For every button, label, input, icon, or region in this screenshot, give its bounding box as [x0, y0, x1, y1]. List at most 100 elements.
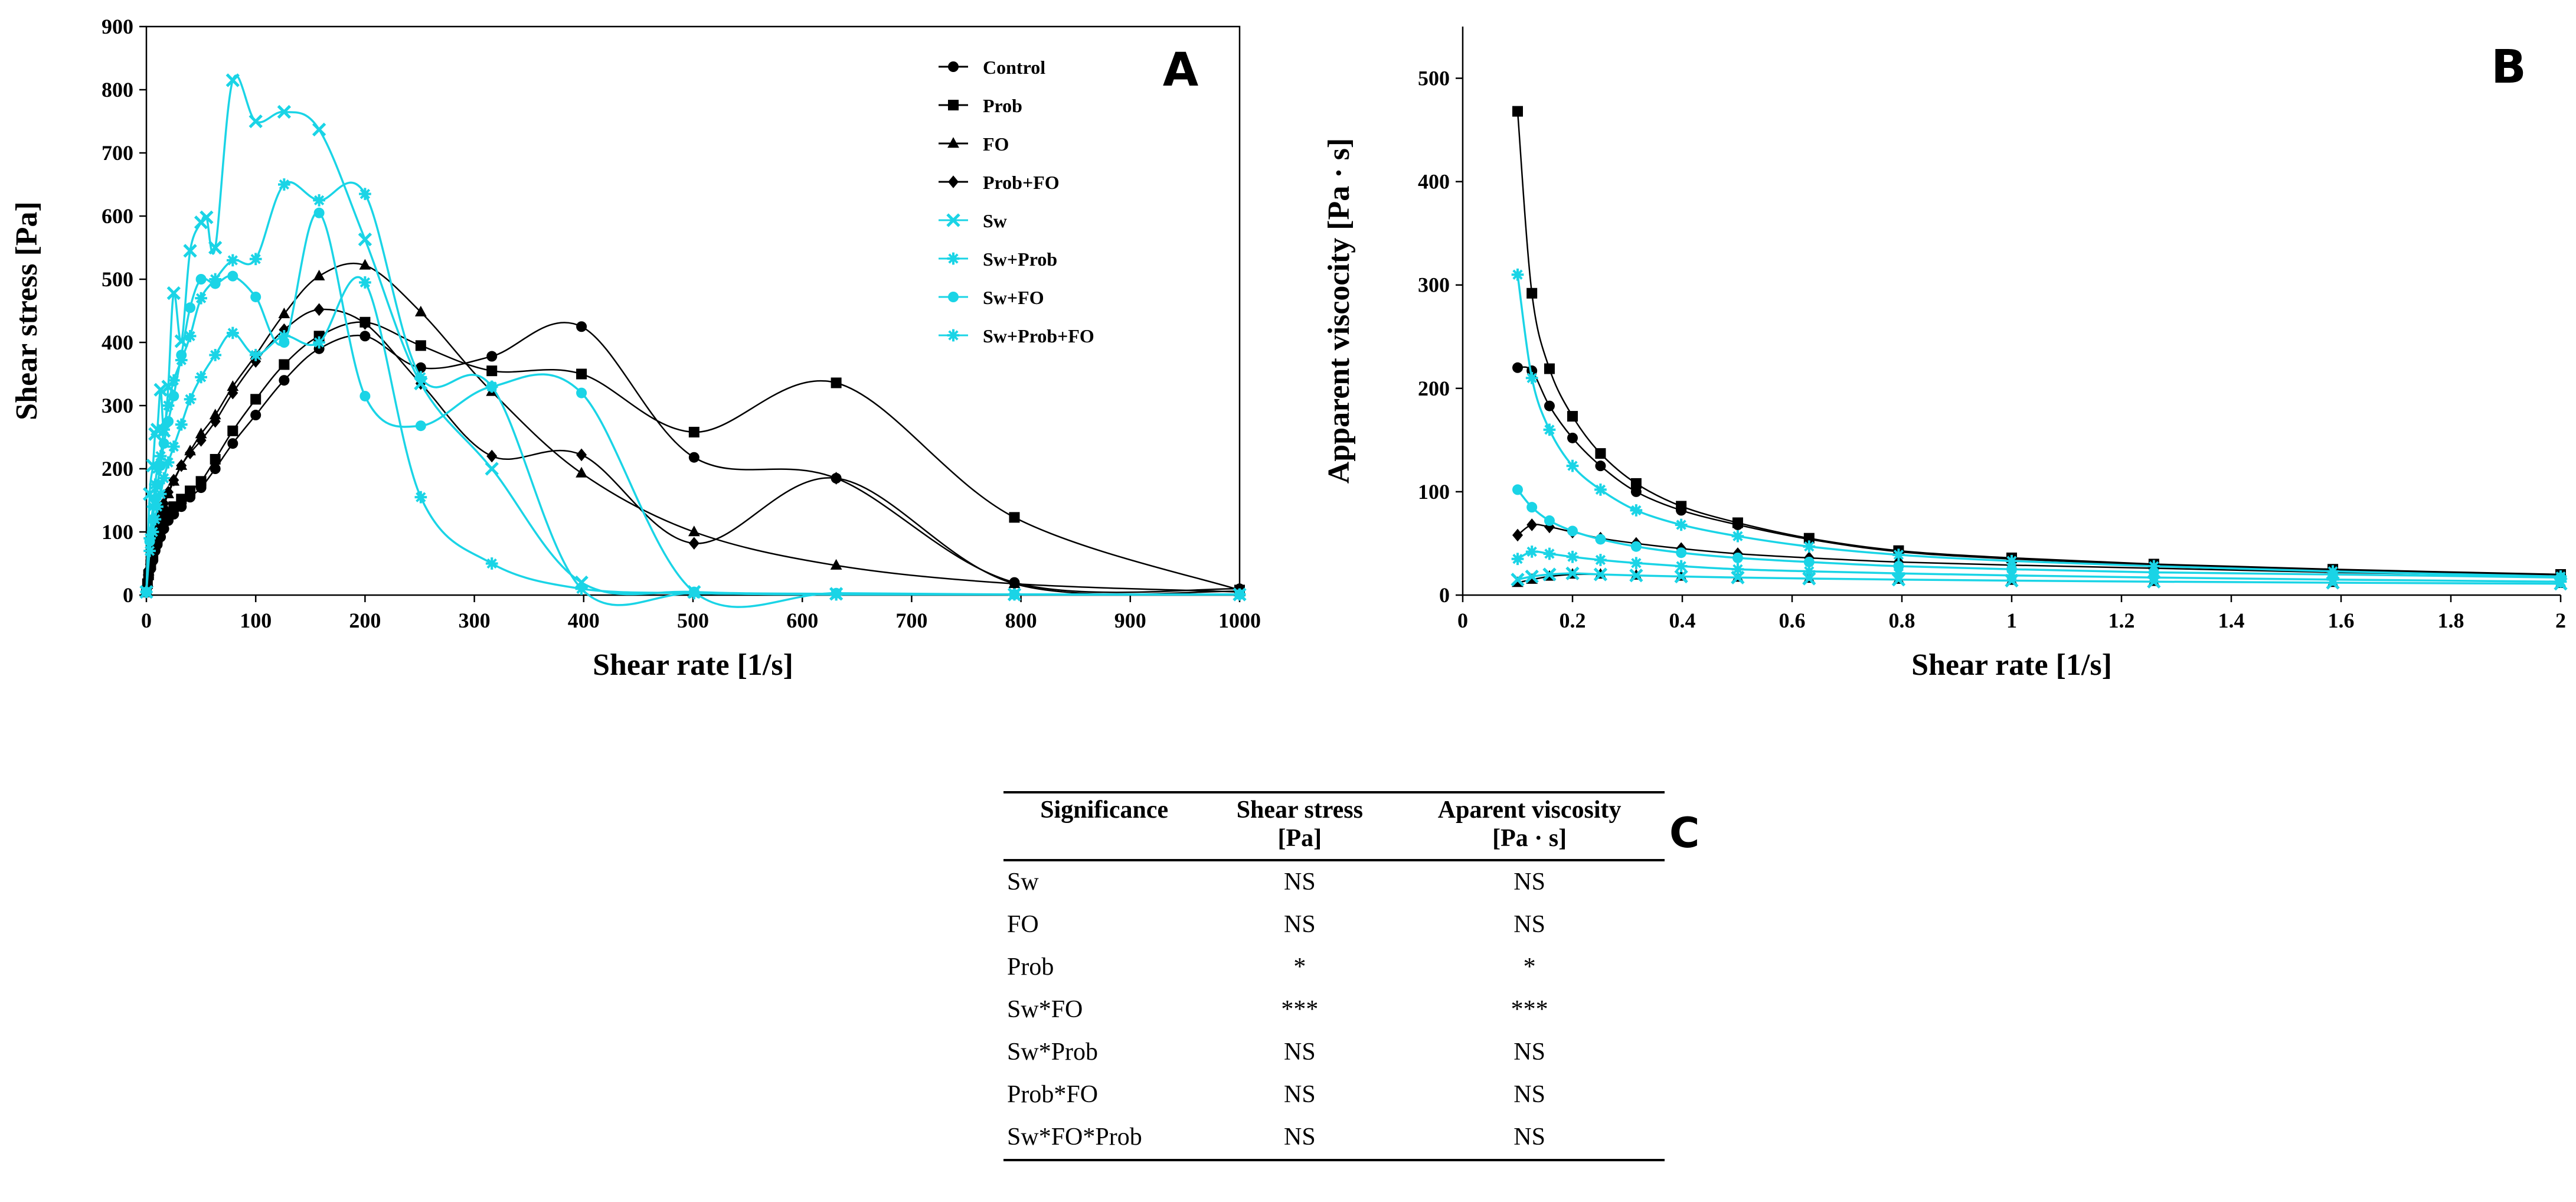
- data-point: [2005, 554, 2018, 567]
- x-tick-label: 2: [2555, 609, 2566, 632]
- data-point: [1512, 362, 1523, 373]
- legend-label: Control: [983, 57, 1045, 78]
- data-point: [153, 383, 168, 397]
- data-point: [1233, 588, 1246, 601]
- data-point: [185, 485, 196, 497]
- x-tick-label: 1.4: [2218, 609, 2245, 632]
- data-point: [1732, 517, 1743, 528]
- data-point: [1594, 554, 1607, 566]
- data-point: [140, 586, 153, 598]
- table-row: FO NS NS: [1007, 910, 1545, 938]
- x-tick-label: 600: [786, 609, 818, 632]
- data-point: [250, 410, 261, 421]
- data-point: [1892, 567, 1905, 580]
- data-point: [1731, 530, 1744, 543]
- data-point: [1526, 518, 1538, 531]
- y-tick-label: 400: [102, 331, 133, 354]
- data-point: [1567, 432, 1578, 443]
- data-point: [249, 253, 262, 266]
- data-point: [195, 292, 207, 305]
- data-point: [200, 210, 214, 224]
- y-tick-label: 500: [102, 267, 133, 291]
- data-point: [195, 371, 207, 384]
- data-point: [485, 462, 499, 476]
- data-point: [208, 240, 223, 255]
- data-point: [1630, 478, 1642, 489]
- data-point: [162, 456, 175, 469]
- y-tick-label: 200: [1418, 377, 1450, 400]
- y-tick-label: 0: [123, 583, 133, 607]
- data-point: [167, 440, 180, 453]
- data-point: [151, 500, 164, 513]
- data-point: [1512, 484, 1523, 495]
- data-point: [278, 178, 290, 191]
- legend-marker: [948, 100, 959, 110]
- data-point: [1593, 567, 1608, 582]
- x-tick-label: 0: [141, 609, 152, 632]
- data-point: [415, 362, 426, 373]
- x-tick-label: 700: [895, 609, 927, 632]
- x-tick-label: 100: [240, 609, 272, 632]
- data-point: [313, 336, 325, 349]
- data-point: [154, 450, 167, 462]
- legend-marker: [948, 61, 959, 72]
- header-significance: Significance: [1040, 796, 1169, 824]
- data-point: [277, 104, 292, 119]
- y-tick-label: 100: [102, 520, 133, 544]
- data-point: [154, 488, 167, 501]
- data-point: [227, 438, 238, 449]
- x-tick-label: 1.6: [2328, 609, 2355, 632]
- data-point: [1676, 501, 1687, 512]
- data-point: [688, 426, 699, 437]
- x-tick-label: 0.2: [1560, 609, 1586, 632]
- data-point: [143, 544, 156, 557]
- x-tick-label: 1: [2006, 609, 2017, 632]
- data-point: [1543, 547, 1556, 560]
- data-point: [486, 351, 498, 362]
- data-point: [486, 365, 498, 377]
- x-tick-label: 300: [459, 609, 491, 632]
- data-point: [210, 463, 221, 474]
- data-point: [1567, 525, 1578, 537]
- data-point: [226, 254, 239, 267]
- data-point: [1803, 565, 1816, 578]
- data-point: [176, 494, 187, 505]
- header-apparent-viscosity: Aparent viscosity [Pa · s]: [1437, 796, 1622, 852]
- data-point: [1525, 371, 1538, 384]
- data-point: [313, 194, 325, 207]
- data-point: [163, 485, 174, 499]
- data-point: [359, 276, 371, 289]
- data-point: [175, 418, 188, 431]
- data-point: [210, 453, 221, 465]
- data-point: [1675, 518, 1688, 531]
- data-point: [1629, 569, 1643, 583]
- series-line: [1517, 366, 2561, 576]
- data-point: [415, 340, 426, 351]
- data-point: [359, 331, 371, 342]
- data-point: [162, 399, 175, 412]
- legend-marker: [947, 252, 960, 265]
- data-point: [831, 377, 842, 388]
- data-point: [415, 420, 426, 432]
- data-point: [1892, 548, 1905, 561]
- data-point: [1595, 448, 1606, 459]
- x-axis-title: Shear rate [1/s]: [1911, 648, 2112, 682]
- data-point: [1525, 569, 1539, 584]
- data-point: [227, 270, 238, 282]
- data-point: [1803, 556, 1815, 567]
- x-tick-label: 1.2: [2108, 609, 2135, 632]
- data-point: [1630, 504, 1643, 517]
- data-point: [149, 513, 162, 525]
- data-point: [1674, 569, 1688, 584]
- data-point: [1731, 563, 1744, 576]
- data-point: [1630, 541, 1642, 552]
- x-tick-label: 0: [1457, 609, 1468, 632]
- data-point: [414, 491, 427, 504]
- data-point: [359, 317, 371, 330]
- data-point: [359, 259, 371, 270]
- data-point: [575, 582, 588, 595]
- data-point: [1676, 547, 1687, 558]
- legend-marker: [948, 175, 959, 188]
- y-tick-label: 300: [1418, 273, 1450, 297]
- data-point: [1630, 557, 1643, 570]
